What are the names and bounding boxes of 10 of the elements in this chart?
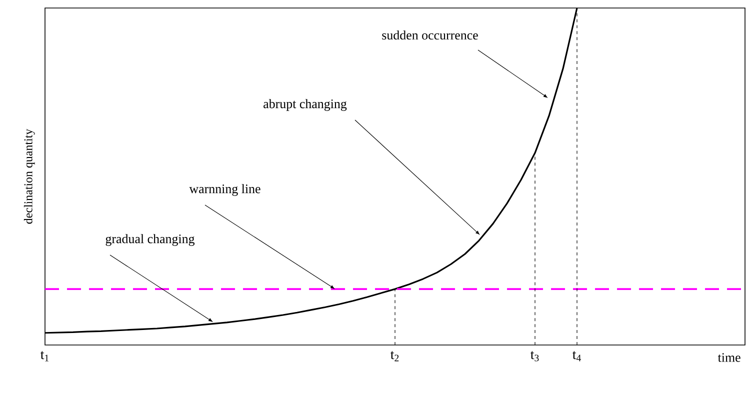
annotation: abrupt changing [264, 99, 347, 111]
x-axis-title: time [718, 353, 740, 362]
x-tick-label: t$_{1}$ [40, 351, 49, 362]
annotation: warnning line [189, 184, 260, 196]
x-tick-label: t$_{2}$ [390, 351, 399, 362]
x-tick-label: t$_{3}$ [530, 351, 539, 362]
annotation: sudden occurrence [382, 30, 478, 40]
annotation: gradual changing [106, 234, 195, 246]
x-tick-label: t$_{4}$ [572, 351, 581, 362]
y-axis-title: declination quantity [24, 128, 35, 224]
